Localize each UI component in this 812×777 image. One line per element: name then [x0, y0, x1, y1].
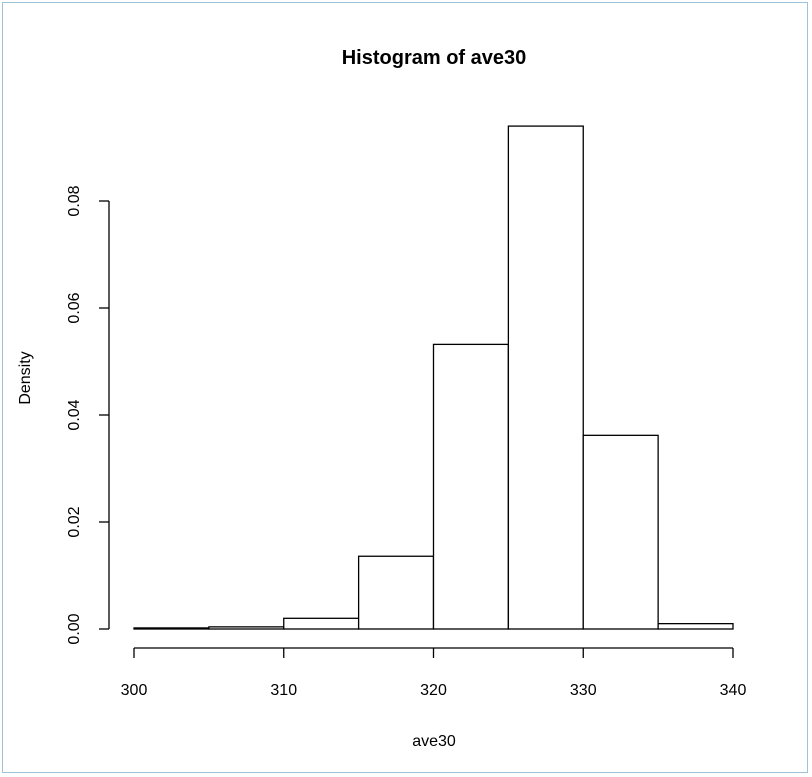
y-tick-label: 0.08 — [66, 185, 83, 216]
histogram-bar-315-320 — [357, 555, 435, 630]
histogram-bar-325-330 — [507, 125, 584, 630]
histogram-bar-335-340 — [657, 623, 734, 630]
x-tick-label: 340 — [720, 682, 747, 699]
histogram-bar-310-315 — [283, 617, 360, 630]
x-axis: 300 310 320 330 340 — [121, 647, 747, 699]
y-axis-label: Density — [17, 351, 34, 404]
x-tick-label: 320 — [420, 682, 447, 699]
x-axis-label: ave30 — [412, 733, 456, 750]
histogram-bar-320-325 — [432, 343, 510, 630]
x-tick-label: 310 — [270, 682, 297, 699]
histogram-bar-300-305 — [133, 627, 210, 630]
histogram-bars — [133, 125, 734, 630]
x-tick-label: 300 — [121, 682, 148, 699]
y-tick-label: 0.04 — [66, 399, 83, 430]
histogram-bar-330-335 — [582, 434, 659, 630]
y-axis: 0.00 0.02 0.04 0.06 0.08 — [66, 185, 110, 645]
y-tick-label: 0.06 — [66, 292, 83, 323]
y-tick-label: 0.02 — [66, 506, 83, 537]
x-tick-label: 330 — [570, 682, 597, 699]
y-tick-label: 0.00 — [66, 613, 83, 644]
histogram-bar-305-310 — [208, 626, 285, 630]
chart-title: Histogram of ave30 — [342, 47, 527, 69]
